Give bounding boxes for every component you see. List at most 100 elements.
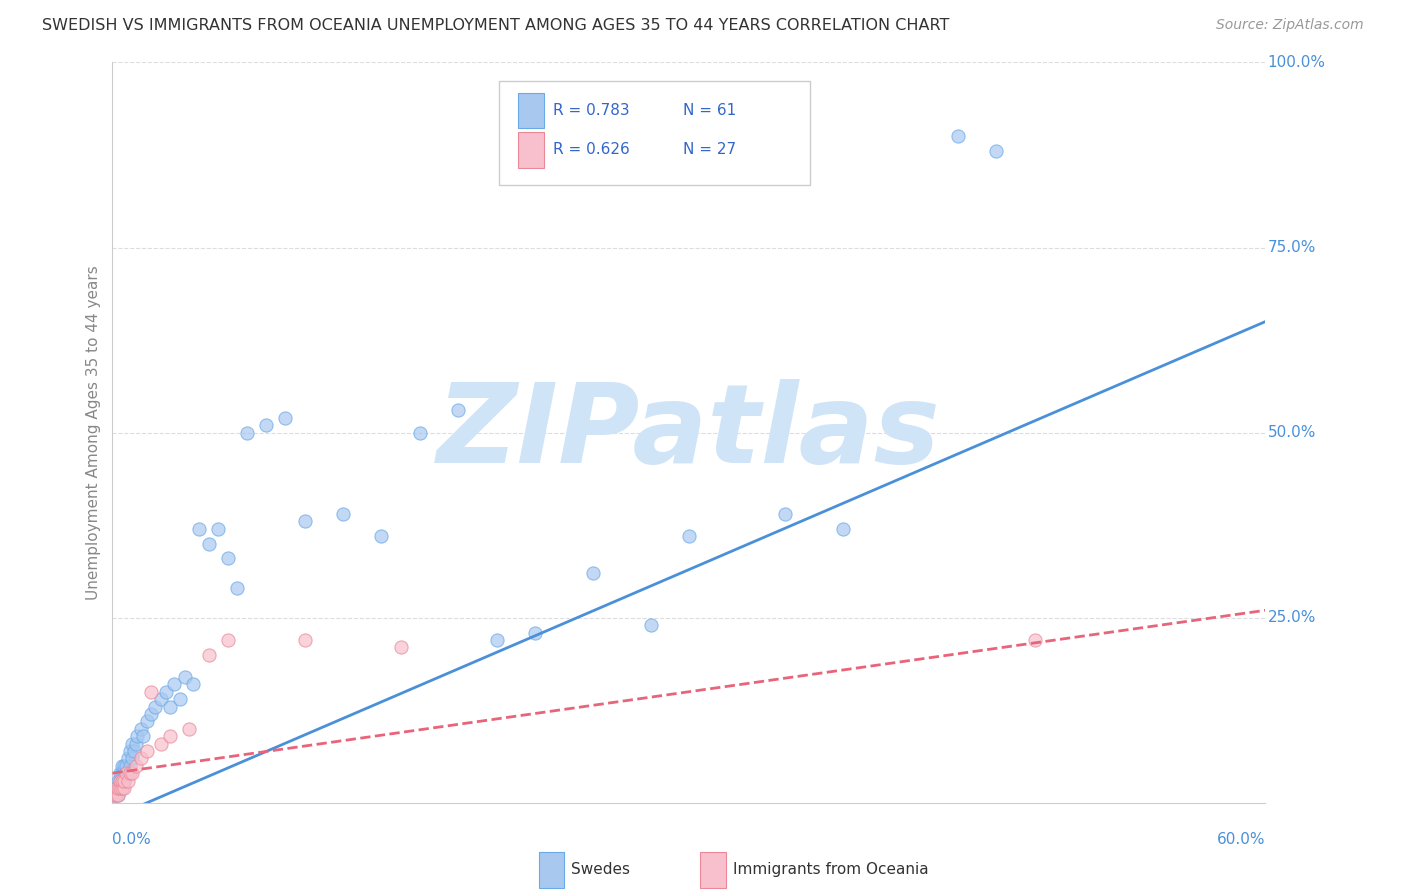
Text: N = 61: N = 61 — [683, 103, 737, 118]
Point — [115, 766, 138, 780]
Point — [524, 625, 547, 640]
Point — [946, 129, 969, 144]
Point — [111, 766, 134, 780]
Point — [118, 758, 141, 772]
Text: SWEDISH VS IMMIGRANTS FROM OCEANIA UNEMPLOYMENT AMONG AGES 35 TO 44 YEARS CORREL: SWEDISH VS IMMIGRANTS FROM OCEANIA UNEMP… — [42, 18, 949, 33]
Point — [117, 773, 139, 788]
Point — [179, 722, 201, 736]
Point — [111, 758, 134, 772]
Point — [149, 737, 172, 751]
Point — [139, 685, 162, 699]
Point — [169, 692, 191, 706]
Point — [409, 425, 432, 440]
Point — [112, 758, 135, 772]
Point — [105, 780, 128, 795]
Point — [112, 773, 135, 788]
Point — [121, 751, 143, 765]
Point — [117, 766, 139, 780]
Point — [217, 632, 239, 647]
Text: Immigrants from Oceania: Immigrants from Oceania — [733, 862, 928, 877]
Point — [149, 692, 172, 706]
Point — [136, 714, 159, 729]
Point — [254, 418, 277, 433]
Point — [111, 773, 134, 788]
Point — [678, 529, 700, 543]
Point — [124, 758, 146, 772]
Point — [118, 744, 141, 758]
Point — [132, 729, 155, 743]
Point — [108, 773, 131, 788]
Point — [207, 522, 229, 536]
Point — [108, 773, 131, 788]
Point — [139, 706, 162, 721]
Text: ZIPatlas: ZIPatlas — [437, 379, 941, 486]
Point — [117, 751, 139, 765]
Point — [986, 145, 1008, 159]
Point — [108, 780, 131, 795]
Text: Source: ZipAtlas.com: Source: ZipAtlas.com — [1216, 18, 1364, 32]
Point — [108, 766, 131, 780]
Point — [174, 670, 197, 684]
Point — [1024, 632, 1046, 647]
Point — [108, 780, 131, 795]
Text: 100.0%: 100.0% — [1268, 55, 1326, 70]
Point — [115, 758, 138, 772]
Point — [226, 581, 249, 595]
Bar — [538, 853, 564, 888]
Bar — [519, 132, 544, 168]
Point — [197, 536, 219, 550]
Text: R = 0.783: R = 0.783 — [553, 103, 630, 118]
Point — [831, 522, 853, 536]
Point — [103, 789, 125, 803]
Point — [121, 766, 143, 780]
Point — [121, 737, 143, 751]
Point — [582, 566, 605, 581]
Point — [129, 722, 153, 736]
Bar — [519, 93, 544, 128]
Point — [111, 773, 134, 788]
Point — [163, 677, 186, 691]
Point — [236, 425, 259, 440]
Point — [118, 766, 141, 780]
Point — [159, 699, 181, 714]
Point — [111, 780, 134, 795]
Point — [389, 640, 412, 655]
Point — [107, 789, 129, 803]
Text: R = 0.626: R = 0.626 — [553, 143, 630, 157]
Bar — [700, 853, 725, 888]
Point — [159, 729, 181, 743]
Point — [127, 729, 149, 743]
Point — [115, 766, 138, 780]
Point — [107, 773, 129, 788]
Point — [136, 744, 159, 758]
Point — [105, 789, 128, 803]
Point — [107, 789, 129, 803]
Point — [143, 699, 166, 714]
Point — [274, 410, 297, 425]
Point — [485, 632, 508, 647]
Point — [155, 685, 177, 699]
Text: 25.0%: 25.0% — [1268, 610, 1316, 625]
Text: 50.0%: 50.0% — [1268, 425, 1316, 440]
Point — [332, 507, 354, 521]
Point — [188, 522, 211, 536]
Point — [447, 403, 470, 417]
Point — [124, 737, 146, 751]
Point — [370, 529, 392, 543]
Text: 0.0%: 0.0% — [112, 832, 152, 847]
FancyBboxPatch shape — [499, 81, 810, 185]
Point — [129, 751, 153, 765]
Point — [294, 515, 316, 529]
Text: 60.0%: 60.0% — [1218, 832, 1265, 847]
Point — [217, 551, 239, 566]
Point — [112, 780, 135, 795]
Point — [112, 773, 135, 788]
Text: N = 27: N = 27 — [683, 143, 737, 157]
Point — [294, 632, 316, 647]
Point — [181, 677, 204, 691]
Point — [640, 618, 662, 632]
Point — [105, 789, 128, 803]
Text: Swedes: Swedes — [571, 862, 630, 877]
Point — [197, 648, 219, 662]
Point — [112, 766, 135, 780]
